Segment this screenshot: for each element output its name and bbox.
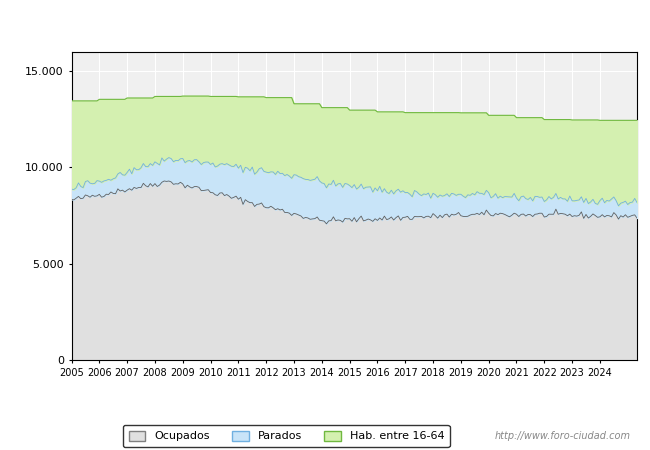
Legend: Ocupados, Parados, Hab. entre 16-64: Ocupados, Parados, Hab. entre 16-64 bbox=[123, 425, 450, 447]
Text: Lalín - Evolucion de la poblacion en edad de Trabajar Mayo de 2024: Lalín - Evolucion de la poblacion en eda… bbox=[99, 17, 551, 30]
Text: http://www.foro-ciudad.com: http://www.foro-ciudad.com bbox=[495, 431, 630, 441]
